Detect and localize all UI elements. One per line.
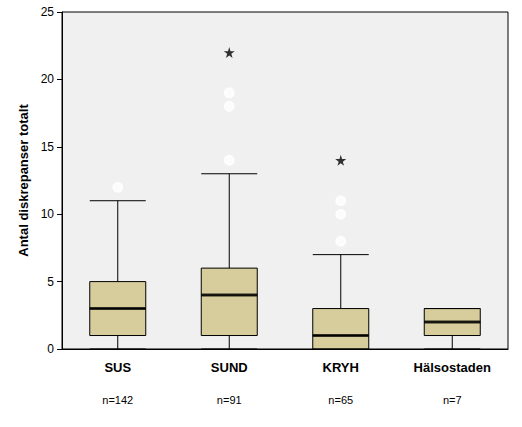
svg-text:n=91: n=91 bbox=[217, 394, 242, 406]
svg-text:KRYH: KRYH bbox=[323, 360, 359, 375]
svg-text:5: 5 bbox=[47, 275, 54, 289]
svg-text:n=65: n=65 bbox=[328, 394, 353, 406]
svg-text:Hälsostaden: Hälsostaden bbox=[414, 360, 491, 375]
svg-text:n=7: n=7 bbox=[443, 394, 462, 406]
svg-text:20: 20 bbox=[41, 72, 55, 86]
svg-text:25: 25 bbox=[41, 5, 55, 19]
svg-text:n=142: n=142 bbox=[102, 394, 133, 406]
svg-text:SUND: SUND bbox=[211, 360, 248, 375]
svg-text:10: 10 bbox=[41, 207, 55, 221]
svg-text:Antal diskrepanser totalt: Antal diskrepanser totalt bbox=[16, 104, 31, 257]
svg-text:0: 0 bbox=[47, 342, 54, 356]
svg-text:SUS: SUS bbox=[104, 360, 131, 375]
svg-text:15: 15 bbox=[41, 140, 55, 154]
